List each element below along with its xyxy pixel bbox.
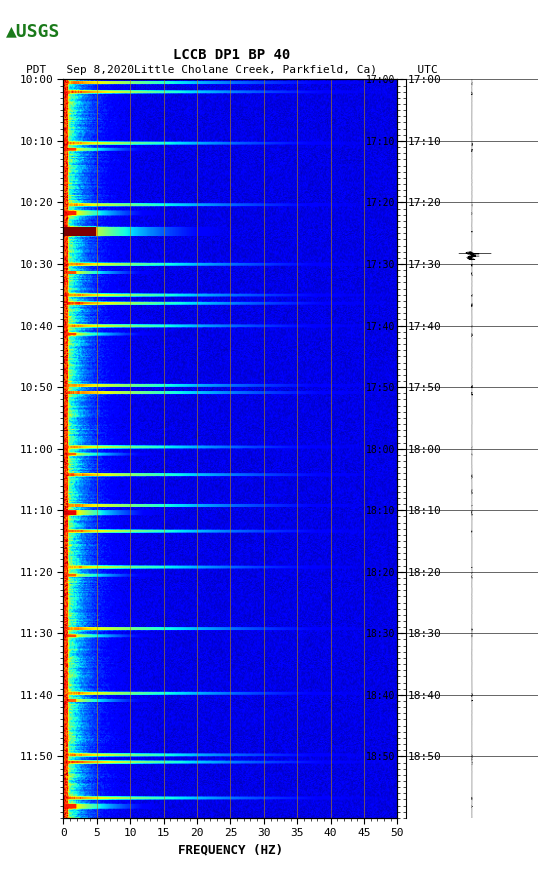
X-axis label: FREQUENCY (HZ): FREQUENCY (HZ) <box>178 844 283 857</box>
Text: LCCB DP1 BP 40: LCCB DP1 BP 40 <box>173 48 290 62</box>
Text: PDT   Sep 8,2020Little Cholane Creek, Parkfield, Ca)      UTC: PDT Sep 8,2020Little Cholane Creek, Park… <box>26 64 438 75</box>
Text: ▲USGS: ▲USGS <box>6 22 60 40</box>
